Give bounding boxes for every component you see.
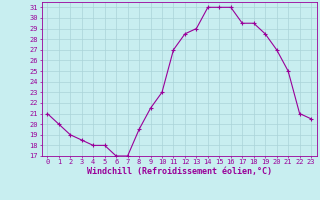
X-axis label: Windchill (Refroidissement éolien,°C): Windchill (Refroidissement éolien,°C) [87,167,272,176]
